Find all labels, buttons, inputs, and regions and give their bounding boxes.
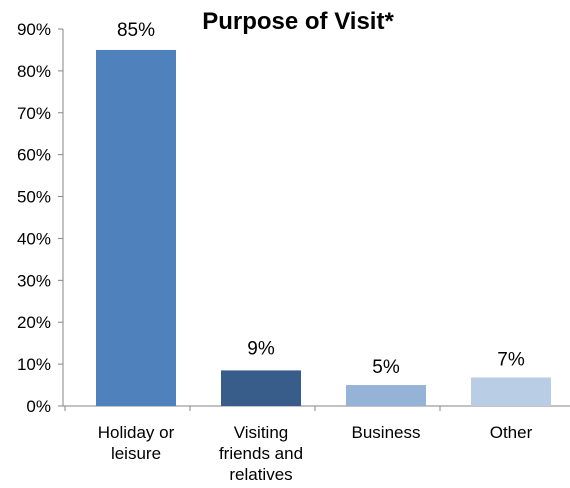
data-label: 9%: [247, 338, 275, 359]
y-tick-label: 90%: [17, 20, 51, 39]
category-label: Holiday or leisure: [98, 423, 175, 463]
data-label: 85%: [117, 20, 155, 41]
category-label: Visiting friends and relatives: [219, 423, 303, 484]
y-tick-label: 20%: [17, 313, 51, 332]
category-label-line: Visiting: [234, 423, 289, 442]
category-label-line: friends and: [219, 444, 303, 463]
category-label-line: relatives: [229, 465, 292, 484]
bar: [346, 385, 426, 406]
category-label-line: Other: [490, 423, 533, 442]
category-labels: Holiday or leisure Visiting friends and rela…: [98, 423, 533, 484]
category-label-line: leisure: [111, 444, 161, 463]
category-label-line: Business: [352, 423, 421, 442]
y-tick-label: 70%: [17, 104, 51, 123]
data-label: 5%: [372, 357, 400, 378]
chart-title: Purpose of Visit*: [202, 8, 394, 35]
y-tick-label: 10%: [17, 355, 51, 374]
bar: [96, 49, 176, 406]
bar: [221, 370, 301, 406]
bar-series: [96, 49, 551, 406]
category-label: Business: [352, 423, 421, 442]
data-labels: 85% 9% 5% 7%: [117, 20, 525, 378]
data-label: 7%: [497, 350, 525, 371]
category-label-line: Holiday or: [98, 423, 175, 442]
y-axis: 0% 10% 20% 30% 40% 50% 60% 70% 80% 90%: [17, 20, 64, 416]
y-tick-label: 30%: [17, 271, 51, 290]
bar: [471, 377, 551, 406]
y-tick-label: 40%: [17, 229, 51, 248]
x-axis: [63, 405, 570, 411]
y-tick-label: 0%: [26, 397, 51, 416]
y-tick-label: 60%: [17, 146, 51, 165]
y-tick-label: 80%: [17, 62, 51, 81]
y-tick-label: 50%: [17, 188, 51, 207]
category-label: Other: [490, 423, 533, 442]
